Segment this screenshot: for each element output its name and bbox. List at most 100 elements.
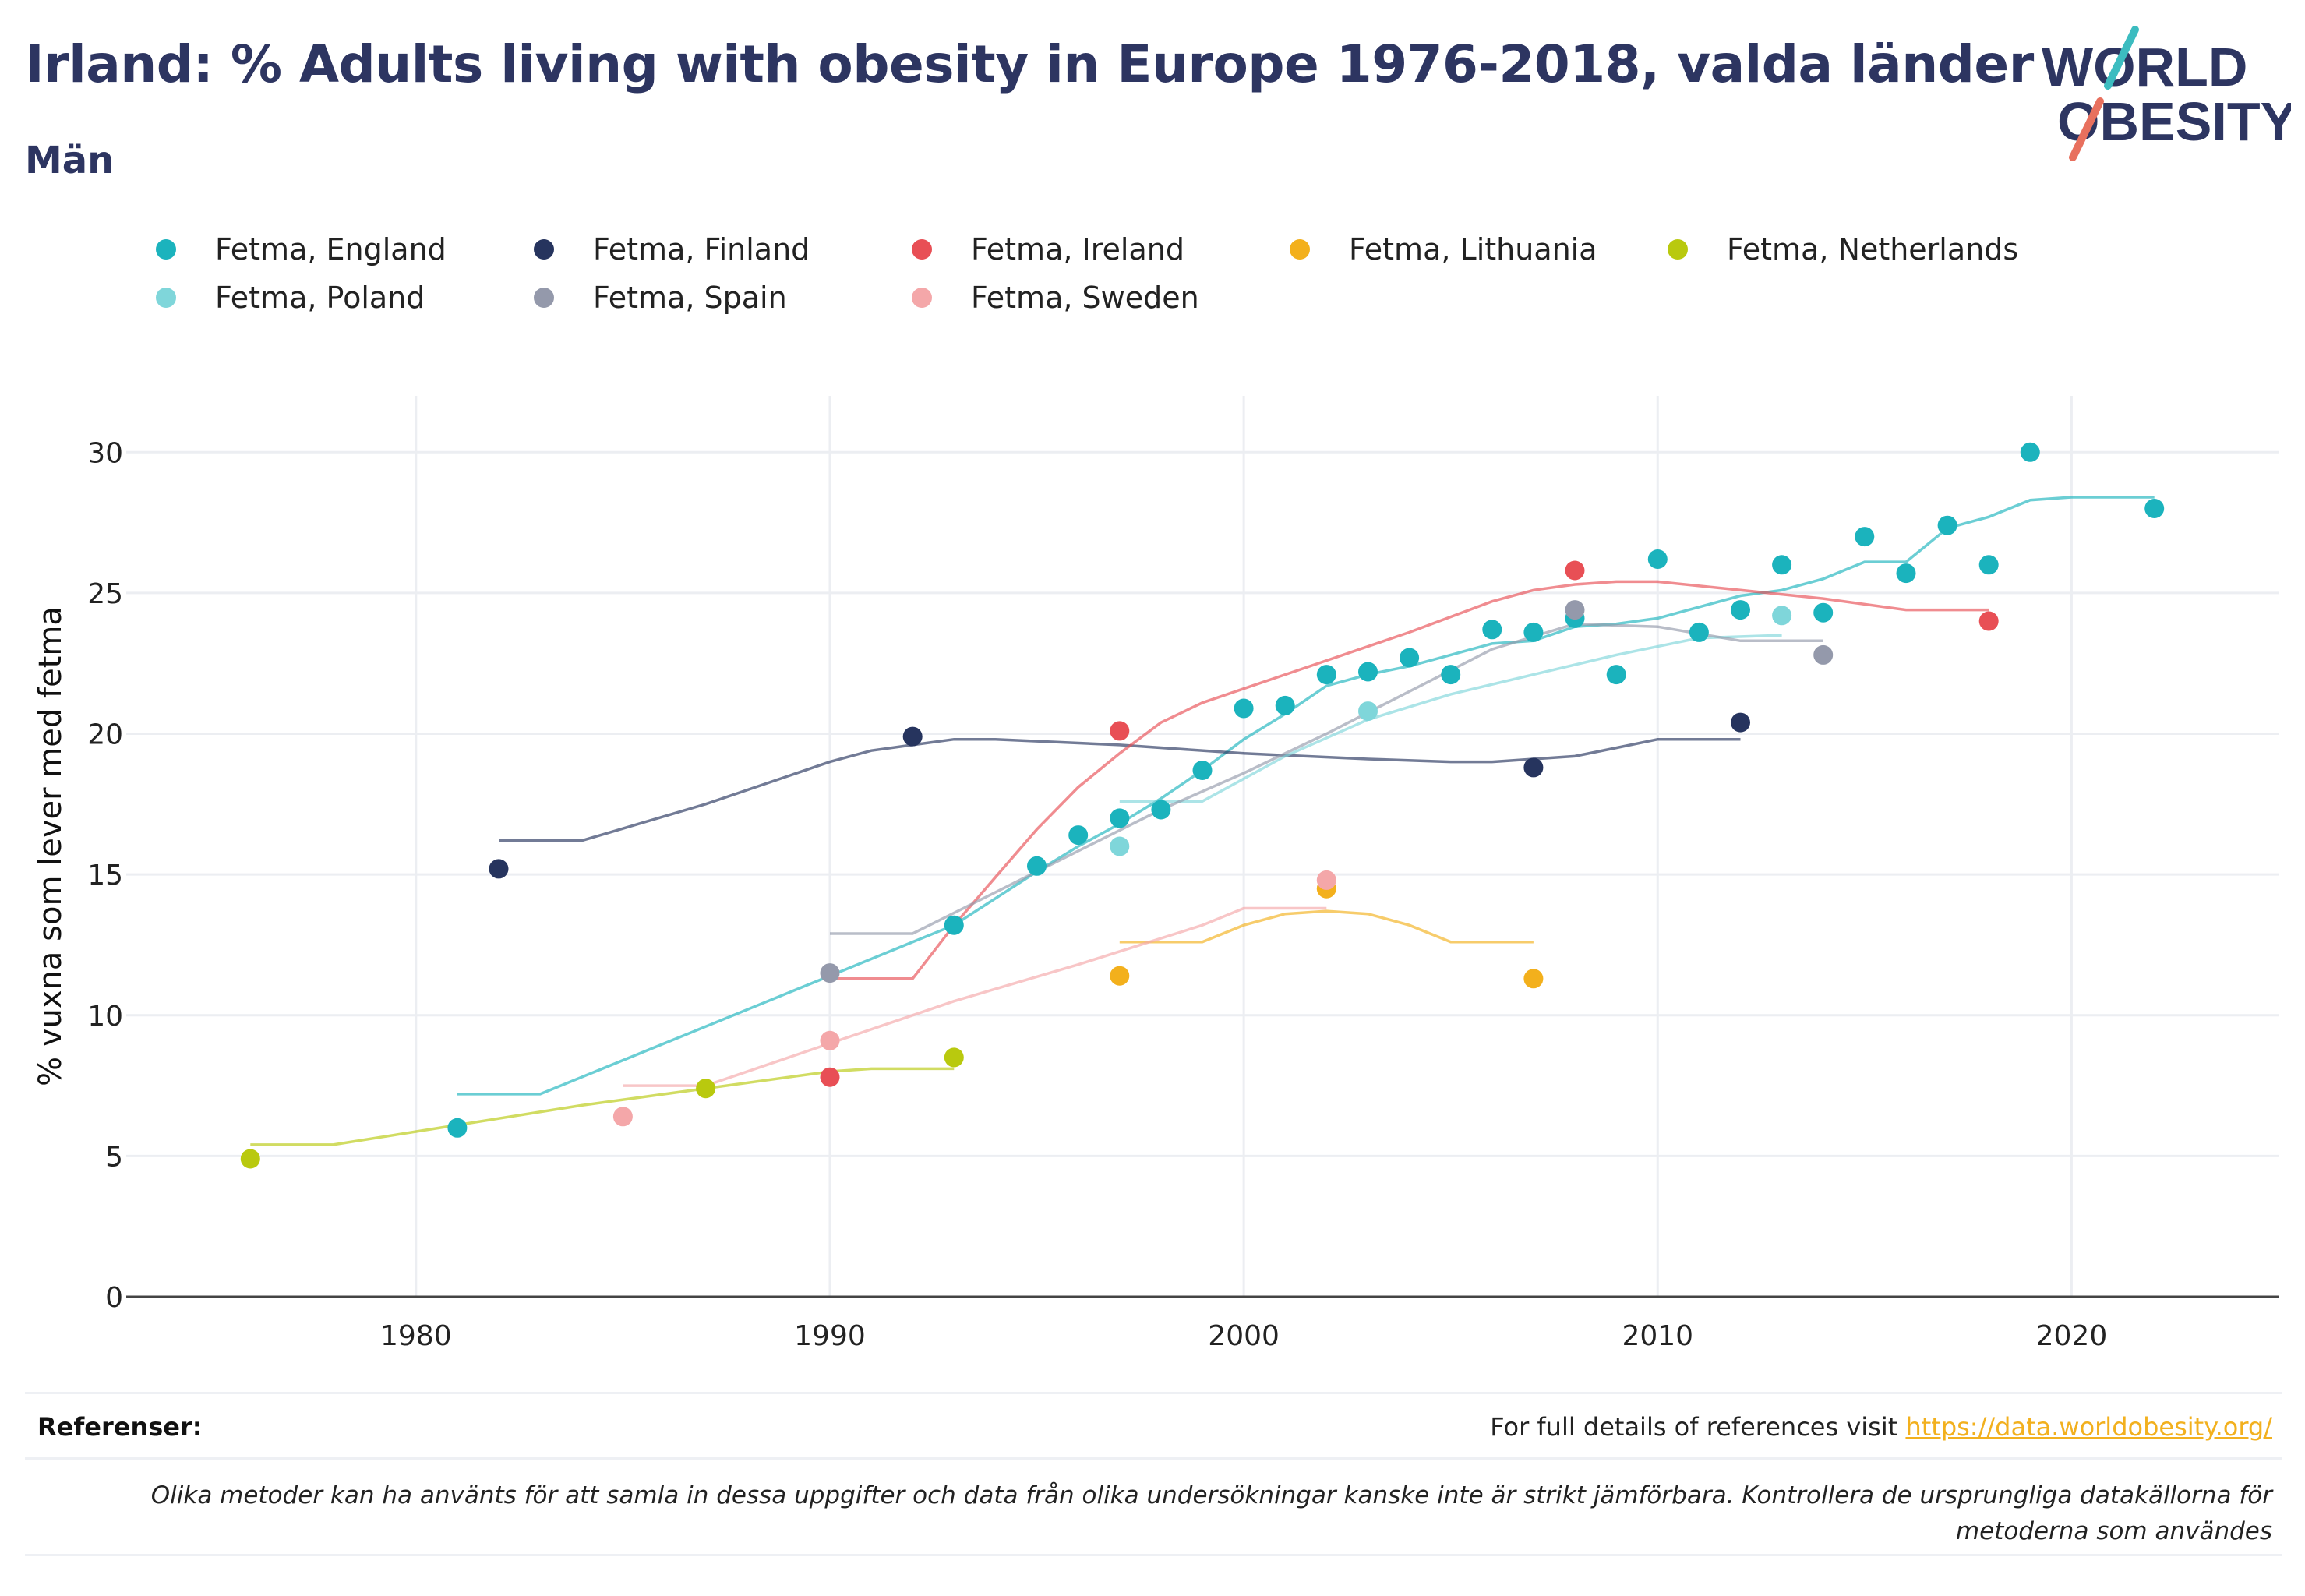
data-point-fetma-england-2007 (1523, 622, 1544, 642)
data-point-fetma-england-2009 (1606, 665, 1626, 685)
data-point-fetma-netherlands-1993 (944, 1047, 964, 1068)
data-point-fetma-netherlands-1976 (240, 1149, 260, 1169)
trend-line-fetma-lithuania (1119, 909, 1534, 944)
data-point-fetma-spain-2014 (1813, 644, 1834, 665)
logo-slash-top (2104, 26, 2139, 90)
data-point-fetma-england-2018 (1978, 555, 1999, 575)
data-point-fetma-poland-1997 (1110, 836, 1130, 856)
legend-label-fetma-england: Fetma, England (215, 232, 447, 267)
footer-divider-top (25, 1392, 2282, 1394)
data-point-fetma-lithuania-2007 (1523, 969, 1544, 989)
y-tick-label-5: 5 (105, 1141, 123, 1173)
references-text: For full details of references visit htt… (1490, 1412, 2272, 1442)
data-point-fetma-ireland-1990 (820, 1067, 840, 1087)
data-point-fetma-finland-1992 (902, 726, 923, 747)
legend-item-fetma-sweden[interactable]: Fetma, Sweden (912, 274, 1199, 321)
data-point-fetma-england-2002 (1316, 665, 1336, 685)
legend-item-fetma-ireland[interactable]: Fetma, Ireland (912, 226, 1184, 273)
trend-line-fetma-poland (1119, 634, 1782, 803)
legend-dot-fetma-sweden (912, 288, 932, 308)
data-point-fetma-finland-1982 (489, 859, 509, 879)
data-point-fetma-england-2012 (1731, 600, 1750, 620)
footer-divider-middle (25, 1457, 2282, 1460)
x-tick-label-2020: 2020 (2036, 1320, 2108, 1352)
legend-item-fetma-spain[interactable]: Fetma, Spain (534, 274, 787, 321)
data-point-fetma-spain-1990 (820, 963, 840, 983)
legend-label-fetma-sweden: Fetma, Sweden (971, 281, 1199, 315)
trend-line-fetma-netherlands (250, 1067, 955, 1146)
legend-item-fetma-england[interactable]: Fetma, England (156, 226, 447, 273)
data-point-fetma-england-2005 (1441, 665, 1461, 685)
data-point-fetma-england-2011 (1689, 622, 1709, 642)
data-point-fetma-sweden-1990 (820, 1030, 840, 1050)
data-point-fetma-ireland-2008 (1565, 560, 1585, 581)
legend-item-fetma-lithuania[interactable]: Fetma, Lithuania (1290, 226, 1597, 273)
y-tick-label-25: 25 (87, 578, 123, 610)
legend-dot-fetma-ireland (912, 239, 932, 260)
legend-item-fetma-finland[interactable]: Fetma, Finland (534, 226, 810, 273)
legend-label-fetma-finland: Fetma, Finland (593, 232, 810, 267)
chart-plot: 1980 1990 2000 2010 2020 0 5 10 15 20 25 30 % vuxna … (33, 396, 2279, 1352)
legend-dot-fetma-poland (156, 288, 176, 308)
references-link[interactable]: https://data.worldobesity.org/ (1905, 1412, 2272, 1442)
legend-label-fetma-spain: Fetma, Spain (593, 281, 787, 315)
data-point-fetma-poland-2003 (1358, 701, 1378, 722)
data-point-fetma-england-2006 (1482, 620, 1502, 640)
data-point-fetma-england-2019 (2020, 442, 2040, 462)
data-point-fetma-england-2022 (2144, 499, 2165, 518)
legend-dot-fetma-finland (534, 239, 554, 260)
y-tick-label-10: 10 (87, 1001, 123, 1033)
chart-title: Irland: % Adults living with obesity in … (25, 34, 2034, 94)
data-point-fetma-england-2010 (1647, 549, 1668, 569)
y-axis-label: % vuxna som lever med fetma (33, 606, 69, 1086)
logo-slash-bottom (2069, 97, 2104, 161)
data-point-fetma-england-2003 (1358, 662, 1378, 682)
chart-legend: Fetma, England Fetma, Finland Fetma, Irela… (156, 226, 2182, 335)
data-point-fetma-england-2001 (1275, 695, 1295, 715)
data-point-fetma-finland-2007 (1523, 757, 1544, 778)
data-point-fetma-sweden-2002 (1316, 870, 1336, 890)
world-obesity-logo: WORLD OBESITY (2042, 26, 2291, 161)
data-point-fetma-england-1981 (447, 1118, 468, 1138)
x-tick-label-2000: 2000 (1208, 1320, 1280, 1352)
data-point-fetma-ireland-1997 (1110, 721, 1130, 741)
trend-line-fetma-finland (499, 737, 1741, 842)
data-point-fetma-england-1998 (1151, 800, 1171, 820)
legend-item-fetma-netherlands[interactable]: Fetma, Netherlands (1668, 226, 2018, 273)
x-tick-label-1990: 1990 (794, 1320, 866, 1352)
y-tick-label-20: 20 (87, 719, 123, 751)
legend-dot-fetma-spain (534, 288, 554, 308)
references-intro: For full details of references visit (1490, 1412, 1906, 1442)
disclaimer-text: Olika metoder kan ha använts för att sam… (150, 1481, 2272, 1545)
data-point-fetma-netherlands-1987 (696, 1079, 716, 1099)
data-point-fetma-lithuania-1997 (1110, 966, 1130, 986)
data-point-fetma-england-2017 (1937, 515, 1957, 535)
data-point-fetma-england-2013 (1772, 555, 1792, 575)
legend-dot-fetma-netherlands (1668, 239, 1688, 260)
data-point-fetma-england-1999 (1192, 761, 1213, 780)
data-point-fetma-england-1997 (1110, 808, 1130, 828)
legend-dot-fetma-lithuania (1290, 239, 1310, 260)
data-point-fetma-england-1993 (944, 915, 964, 935)
y-tick-label-15: 15 (87, 860, 123, 892)
data-point-fetma-sweden-1985 (612, 1107, 633, 1127)
y-tick-label-0: 0 (105, 1282, 123, 1314)
logo-line1: WORLD (2042, 37, 2247, 97)
legend-item-fetma-poland[interactable]: Fetma, Poland (156, 274, 425, 321)
trend-line-fetma-ireland (830, 580, 1989, 980)
data-point-fetma-england-2004 (1400, 648, 1420, 668)
footer-divider-bottom (25, 1554, 2282, 1556)
x-tick-label-1980: 1980 (380, 1320, 452, 1352)
legend-label-fetma-lithuania: Fetma, Lithuania (1349, 232, 1597, 267)
trend-line-fetma-sweden (623, 906, 1327, 1087)
data-point-fetma-england-2015 (1855, 527, 1875, 547)
legend-label-fetma-ireland: Fetma, Ireland (971, 232, 1184, 267)
data-point-fetma-england-2000 (1234, 698, 1254, 719)
data-point-fetma-ireland-2018 (1978, 611, 1999, 631)
trend-line-fetma-england (457, 496, 2155, 1096)
y-tick-label-30: 30 (87, 437, 123, 469)
data-point-fetma-england-2014 (1813, 602, 1834, 623)
legend-dot-fetma-england (156, 239, 176, 260)
legend-label-fetma-poland: Fetma, Poland (215, 281, 425, 315)
data-point-fetma-england-2016 (1896, 563, 1916, 584)
